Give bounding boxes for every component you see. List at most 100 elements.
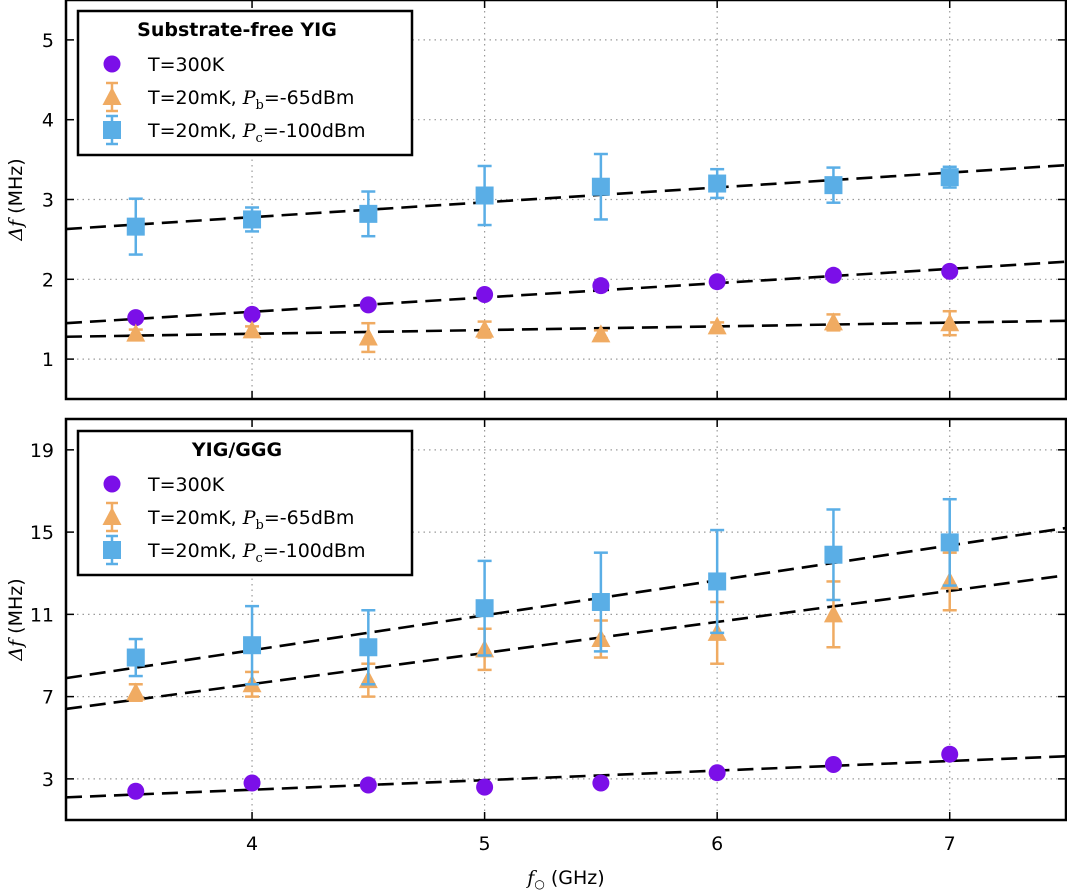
bottom-panel: 4 5 6 7 3 7 11 15 19 Δf (MHz) f○ (GHz) YIG/GGG T=300… — [5, 417, 1067, 891]
data-point — [475, 319, 495, 338]
legend-label-suffix: =-65dBm — [264, 507, 355, 529]
legend-label-suffix: =-100dBm — [263, 120, 366, 142]
data-point — [243, 210, 262, 229]
y-tick-label: 15 — [30, 522, 54, 544]
y-tick-label: 2 — [42, 269, 54, 291]
data-point — [242, 320, 262, 339]
legend-title: YIG/GGG — [191, 439, 282, 461]
y-tick-label: 19 — [30, 440, 54, 462]
data-point — [359, 296, 377, 314]
data-point — [243, 305, 261, 323]
fit-line-2 — [65, 163, 1067, 231]
x-axis-label-sub: ○ — [534, 877, 544, 891]
legend-marker — [103, 121, 121, 139]
data-point — [707, 316, 727, 335]
data-point — [243, 636, 262, 655]
legend-label-sub: c — [256, 551, 263, 566]
y-tick-label: 5 — [42, 30, 54, 52]
axes-frame — [64, 417, 1067, 822]
legend-label: T=20mK, Pb=-65dBm — [147, 87, 354, 113]
fit-line-0 — [65, 260, 1067, 325]
fit-line-0 — [65, 754, 1067, 799]
x-tick-label: 5 — [479, 833, 491, 855]
legend-label: T=20mK, Pc=-100dBm — [147, 540, 365, 566]
legend-title: Substrate-free YIG — [137, 19, 337, 41]
legend-label: T=300K — [147, 474, 225, 496]
legend-label-sub: b — [256, 98, 264, 113]
legend-label-text: T=20mK, — [147, 120, 243, 142]
data-point — [126, 217, 145, 236]
legend-marker — [102, 87, 122, 105]
legend-label-sub: b — [256, 518, 264, 533]
data-point — [476, 285, 494, 303]
data-point — [708, 572, 727, 591]
x-axis-label-math: f — [525, 867, 537, 889]
legend-label-text: T=300K — [147, 474, 225, 496]
legend-label-suffix: =-65dBm — [264, 87, 355, 109]
legend-box — [76, 9, 414, 157]
legend-label: T=300K — [147, 54, 225, 76]
data-point — [940, 313, 960, 332]
y-axis-label-math: Δf — [5, 634, 27, 662]
y-tick-label: 3 — [42, 190, 54, 212]
legend-label-math: P — [242, 120, 257, 142]
data-point — [940, 533, 959, 552]
y-axis-label: Δf (MHz) — [5, 158, 27, 241]
legend-label-text: T=20mK, — [147, 87, 243, 109]
data-point — [476, 778, 494, 796]
y-tick-label: 7 — [42, 687, 54, 709]
fit-line-1 — [65, 319, 1067, 339]
data-point — [823, 604, 843, 623]
data-point — [126, 682, 146, 701]
data-point — [592, 277, 610, 295]
y-tick-label: 11 — [30, 604, 54, 626]
legend-marker — [103, 475, 121, 493]
legend-label-text: T=20mK, — [147, 507, 243, 529]
data-point — [475, 186, 494, 205]
legend-marker — [102, 507, 122, 525]
data-point — [941, 745, 959, 763]
x-tick-label: 6 — [711, 833, 723, 855]
data-point — [591, 593, 610, 612]
legend-box — [76, 429, 414, 577]
legend-label: T=20mK, Pc=-100dBm — [147, 120, 365, 146]
legend-label-text: T=300K — [147, 54, 225, 76]
data-point — [708, 764, 726, 782]
series-1 — [126, 309, 960, 354]
legend-label-sub: c — [256, 131, 263, 146]
series-2 — [126, 497, 959, 686]
data-point — [824, 545, 843, 564]
data-point — [940, 168, 959, 187]
data-point — [708, 174, 727, 193]
series-0 — [127, 262, 959, 327]
data-point — [359, 776, 377, 794]
y-axis-label: Δf (MHz) — [5, 578, 27, 661]
data-point — [127, 782, 145, 800]
y-axis-label-unit: (MHz) — [5, 578, 27, 633]
x-tick-label: 4 — [246, 833, 258, 855]
legend-marker — [103, 55, 121, 73]
legend-label-math: P — [242, 540, 257, 562]
legend-label-math: P — [242, 87, 257, 109]
y-axis-label-unit: (MHz) — [5, 158, 27, 213]
y-axis-label-math: Δf — [5, 214, 27, 242]
x-axis-label-unit: (GHz) — [545, 867, 605, 889]
series-2 — [126, 152, 959, 256]
legend-label: T=20mK, Pb=-65dBm — [147, 507, 354, 533]
legend-label-text: T=20mK, — [147, 540, 243, 562]
fit-line-1 — [65, 573, 1067, 711]
data-point — [824, 755, 842, 773]
data-point — [941, 262, 959, 280]
data-point — [358, 327, 378, 346]
y-tick-label: 3 — [42, 769, 54, 791]
data-point — [359, 638, 378, 657]
top-panel: 1 2 3 4 5 Δf (MHz) Substrate-free YIG T=300K T=2… — [5, 0, 1067, 401]
data-point — [243, 774, 261, 792]
data-point — [708, 273, 726, 291]
data-point — [824, 266, 842, 284]
data-point — [592, 774, 610, 792]
data-point — [126, 323, 146, 342]
data-point — [127, 309, 145, 327]
